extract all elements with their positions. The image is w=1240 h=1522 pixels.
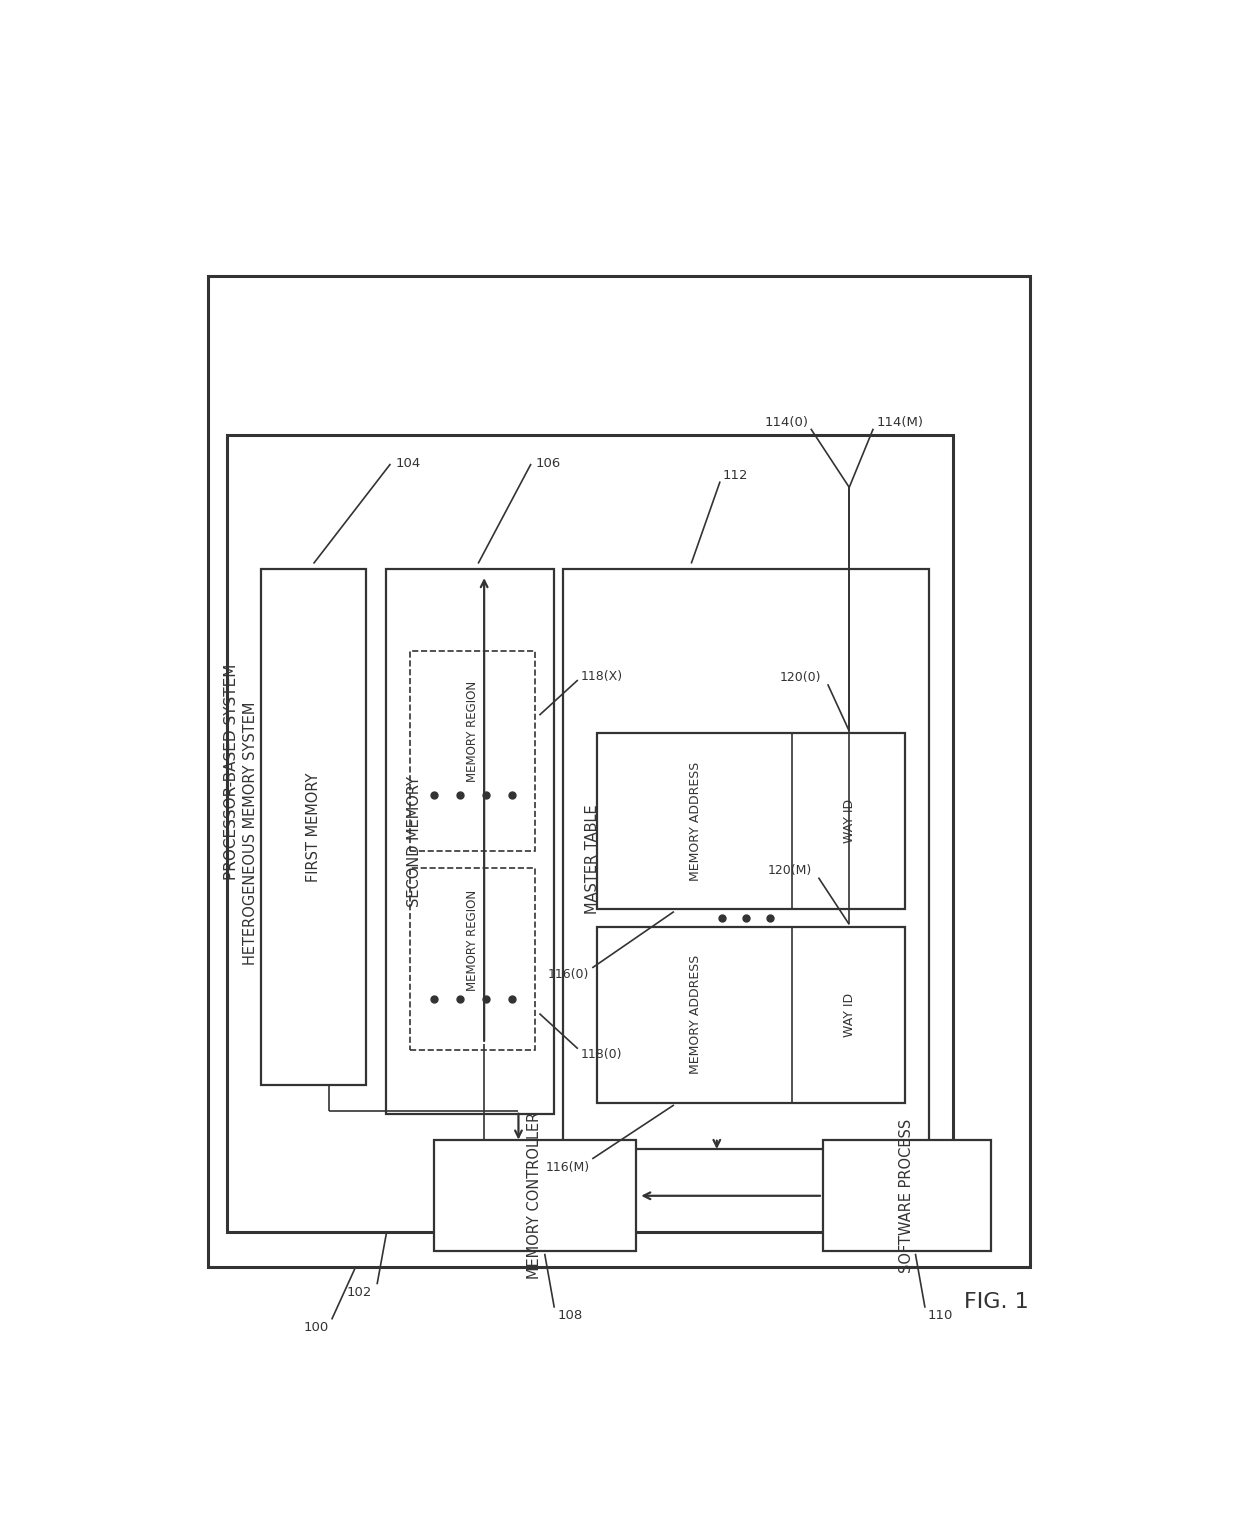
Text: 118(X): 118(X) <box>580 670 622 683</box>
Text: 116(M): 116(M) <box>546 1161 589 1173</box>
Text: MEMORY ADDRESS: MEMORY ADDRESS <box>689 956 702 1075</box>
Text: MEMORY REGION: MEMORY REGION <box>466 890 479 991</box>
Text: 120(0): 120(0) <box>780 671 822 683</box>
Text: MASTER TABLE: MASTER TABLE <box>585 805 600 915</box>
Text: 120(M): 120(M) <box>768 864 812 877</box>
Text: WAY ID: WAY ID <box>843 799 856 843</box>
Text: HETEROGENEOUS MEMORY SYSTEM: HETEROGENEOUS MEMORY SYSTEM <box>243 702 258 965</box>
Text: 118(0): 118(0) <box>580 1049 622 1061</box>
Text: MEMORY REGION: MEMORY REGION <box>466 680 479 782</box>
FancyBboxPatch shape <box>208 277 1029 1266</box>
Text: FIRST MEMORY: FIRST MEMORY <box>306 773 321 881</box>
Text: WAY ID: WAY ID <box>843 992 856 1036</box>
FancyBboxPatch shape <box>386 569 554 1114</box>
FancyBboxPatch shape <box>823 1140 991 1251</box>
Text: 114(0): 114(0) <box>765 417 808 429</box>
FancyBboxPatch shape <box>563 569 929 1149</box>
Text: FIG. 1: FIG. 1 <box>963 1292 1028 1312</box>
FancyBboxPatch shape <box>434 1140 635 1251</box>
Text: 110: 110 <box>928 1309 954 1323</box>
FancyBboxPatch shape <box>596 734 905 909</box>
FancyBboxPatch shape <box>260 569 367 1085</box>
FancyBboxPatch shape <box>409 868 534 1050</box>
Text: 102: 102 <box>347 1286 372 1298</box>
Text: MEMORY CONTROLLER: MEMORY CONTROLLER <box>527 1113 542 1280</box>
Text: PROCESSOR-BASED SYSTEM: PROCESSOR-BASED SYSTEM <box>224 664 239 880</box>
Text: 100: 100 <box>304 1321 329 1335</box>
Text: 114(M): 114(M) <box>877 417 923 429</box>
FancyBboxPatch shape <box>409 651 534 851</box>
Text: 112: 112 <box>723 469 749 482</box>
Text: 116(0): 116(0) <box>548 968 589 982</box>
Text: SOFTWARE PROCESS: SOFTWARE PROCESS <box>899 1119 914 1272</box>
Text: 104: 104 <box>396 458 420 470</box>
Text: MEMORY ADDRESS: MEMORY ADDRESS <box>689 761 702 881</box>
FancyBboxPatch shape <box>227 435 952 1231</box>
FancyBboxPatch shape <box>596 927 905 1102</box>
Text: 106: 106 <box>536 458 560 470</box>
Text: SECOND MEMORY: SECOND MEMORY <box>407 776 422 907</box>
Text: 108: 108 <box>557 1309 583 1323</box>
